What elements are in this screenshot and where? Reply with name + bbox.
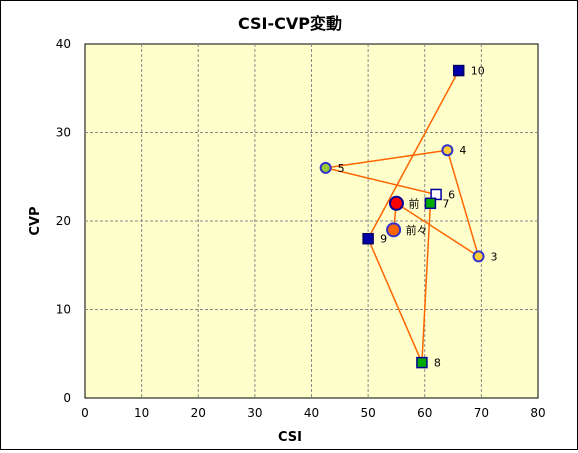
data-point-前々: [386, 222, 402, 238]
x-tick-label: 50: [360, 406, 375, 420]
data-point-10: [452, 64, 465, 77]
data-label-6: 6: [448, 188, 455, 201]
x-tick-label: 60: [417, 406, 432, 420]
x-tick-label: 80: [530, 406, 545, 420]
data-label-前: 前: [408, 196, 419, 210]
data-point-5: [319, 161, 332, 174]
data-point-7: [424, 197, 437, 210]
x-axis-ticks: 0 10 20 30 40 50 60 70 80: [81, 406, 545, 420]
x-tick-label: 0: [81, 406, 89, 420]
data-label-8: 8: [434, 357, 441, 370]
data-label-7: 7: [442, 197, 449, 210]
y-tick-label: 30: [56, 126, 71, 140]
y-tick-label: 0: [63, 391, 71, 405]
data-point-4: [441, 144, 454, 157]
data-label-前々: 前々: [406, 223, 428, 237]
data-label-3: 3: [491, 250, 498, 263]
series-line: [325, 70, 480, 363]
series-path: [325, 70, 480, 363]
y-tick-label: 40: [56, 37, 71, 51]
y-axis-label: CVP: [28, 206, 43, 235]
data-point-8: [416, 356, 428, 369]
data-label-10: 10: [471, 65, 485, 78]
x-tick-label: 10: [134, 406, 149, 420]
x-tick-label: 70: [474, 406, 489, 420]
y-axis-ticks: 0 10 20 30 40: [56, 37, 71, 405]
data-point-9: [362, 232, 374, 245]
data-label-5: 5: [338, 162, 345, 175]
y-tick-label: 20: [56, 214, 71, 228]
data-point-前: [388, 195, 404, 211]
x-tick-label: 20: [191, 406, 206, 420]
y-tick-label: 10: [56, 303, 71, 317]
data-label-4: 4: [459, 144, 466, 157]
x-tick-label: 40: [304, 406, 319, 420]
x-axis-label: CSI: [278, 430, 302, 445]
data-label-9: 9: [380, 233, 387, 246]
grid-lines: [85, 44, 538, 398]
data-points: 前々 前 3 4 5 67 8 9 10: [319, 64, 498, 370]
data-point-3: [472, 250, 485, 263]
x-tick-label: 30: [247, 406, 262, 420]
chart-title: CSI-CVP変動: [238, 14, 342, 33]
